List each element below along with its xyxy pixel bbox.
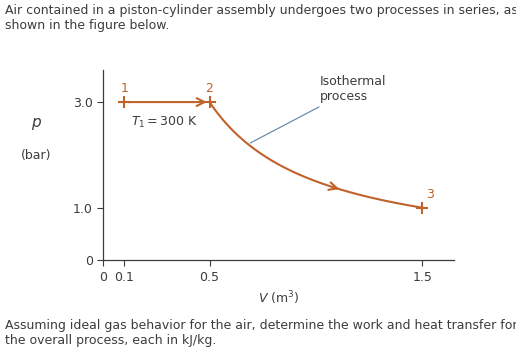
Text: 2: 2 (205, 82, 214, 95)
Text: $T_1 = 300$ K: $T_1 = 300$ K (131, 115, 198, 130)
Text: Air contained in a piston-cylinder assembly undergoes two processes in series, a: Air contained in a piston-cylinder assem… (5, 4, 516, 32)
X-axis label: $V$ (m$^3$): $V$ (m$^3$) (258, 289, 299, 307)
Text: Assuming ideal gas behavior for the air, determine the work and heat transfer fo: Assuming ideal gas behavior for the air,… (5, 319, 516, 347)
Text: (bar): (bar) (21, 150, 52, 162)
Text: 1: 1 (121, 82, 128, 95)
Text: $p$: $p$ (30, 115, 42, 132)
Text: 3: 3 (426, 188, 434, 201)
Text: Isothermal
process: Isothermal process (250, 75, 386, 143)
